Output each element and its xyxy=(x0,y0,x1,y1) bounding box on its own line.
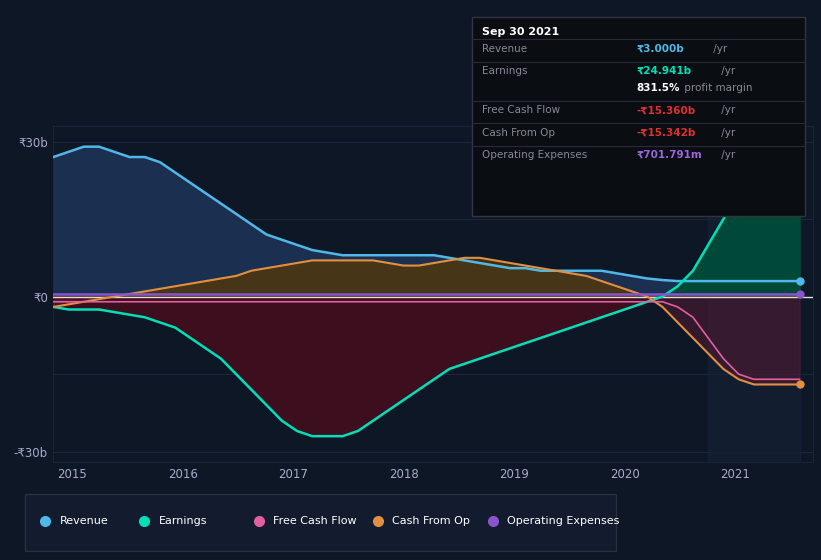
FancyBboxPatch shape xyxy=(25,494,616,550)
Text: profit margin: profit margin xyxy=(681,83,753,93)
Text: /yr: /yr xyxy=(718,66,736,76)
Text: 831.5%: 831.5% xyxy=(636,83,680,93)
Text: Operating Expenses: Operating Expenses xyxy=(507,516,620,526)
Text: Sep 30 2021: Sep 30 2021 xyxy=(482,27,559,37)
Text: Operating Expenses: Operating Expenses xyxy=(482,150,587,160)
Text: Free Cash Flow: Free Cash Flow xyxy=(482,105,560,115)
Text: Earnings: Earnings xyxy=(158,516,207,526)
Text: /yr: /yr xyxy=(718,150,736,160)
Text: Cash From Op: Cash From Op xyxy=(392,516,470,526)
Text: -₹15.360b: -₹15.360b xyxy=(636,105,695,115)
Text: Cash From Op: Cash From Op xyxy=(482,128,555,138)
Text: ₹701.791m: ₹701.791m xyxy=(636,150,702,160)
Text: Free Cash Flow: Free Cash Flow xyxy=(273,516,357,526)
Text: /yr: /yr xyxy=(710,44,727,54)
Text: /yr: /yr xyxy=(718,128,736,138)
Text: ₹3.000b: ₹3.000b xyxy=(636,44,684,54)
Text: Revenue: Revenue xyxy=(60,516,108,526)
Text: Revenue: Revenue xyxy=(482,44,527,54)
Text: -₹15.342b: -₹15.342b xyxy=(636,128,695,138)
Text: Earnings: Earnings xyxy=(482,66,527,76)
Bar xyxy=(708,126,800,462)
Text: ₹24.941b: ₹24.941b xyxy=(636,66,691,76)
Text: /yr: /yr xyxy=(718,105,736,115)
